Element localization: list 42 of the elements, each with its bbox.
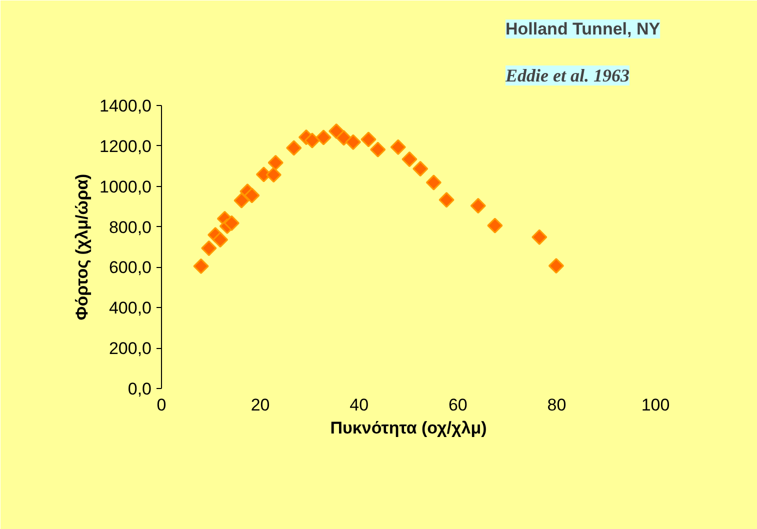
point — [244, 188, 260, 204]
y-tick-label: 1000,0 — [100, 177, 152, 196]
point — [266, 167, 282, 183]
y-tick-label: 1400,0 — [100, 96, 152, 116]
point — [370, 142, 386, 158]
x-axis-title: Πυκνότητα (οχ/χλμ) — [330, 418, 487, 438]
chart-title: Holland Tunnel, NY — [506, 20, 661, 38]
y-tick-label: 400,0 — [108, 298, 152, 318]
point — [316, 130, 332, 146]
y-tick-label: 200,0 — [108, 339, 152, 358]
point — [487, 218, 503, 234]
point — [402, 151, 418, 168]
y-tick-label: 0,0 — [128, 380, 152, 398]
point — [426, 174, 442, 190]
point — [412, 160, 428, 177]
x-tick-label: 20 — [250, 396, 270, 414]
x-tick-label: 60 — [448, 396, 468, 414]
chart-subtitle: Eddie et al. 1963 — [504, 66, 630, 86]
point — [304, 132, 320, 148]
y-tick-label: 600,0 — [108, 258, 152, 278]
point — [193, 258, 209, 274]
point — [548, 258, 564, 274]
point — [224, 215, 240, 231]
x-tick-label: 0 — [156, 396, 166, 414]
point — [268, 154, 284, 171]
point — [470, 198, 486, 214]
point — [438, 192, 454, 208]
y-tick-label: 800,0 — [108, 218, 152, 237]
point — [336, 130, 352, 146]
point — [345, 134, 361, 150]
y-tick-label: 1200,0 — [100, 136, 152, 156]
x-tick-label: 40 — [350, 396, 369, 414]
point — [360, 132, 376, 148]
x-tick-label: 100 — [641, 396, 670, 414]
point — [212, 232, 228, 248]
point — [201, 240, 217, 256]
y-axis-title: Φόρτος (χλμ/ώρα) — [72, 174, 92, 320]
point — [532, 229, 548, 245]
point — [390, 139, 406, 155]
point — [234, 192, 250, 208]
point — [286, 140, 302, 156]
x-tick-label: 80 — [547, 396, 566, 414]
